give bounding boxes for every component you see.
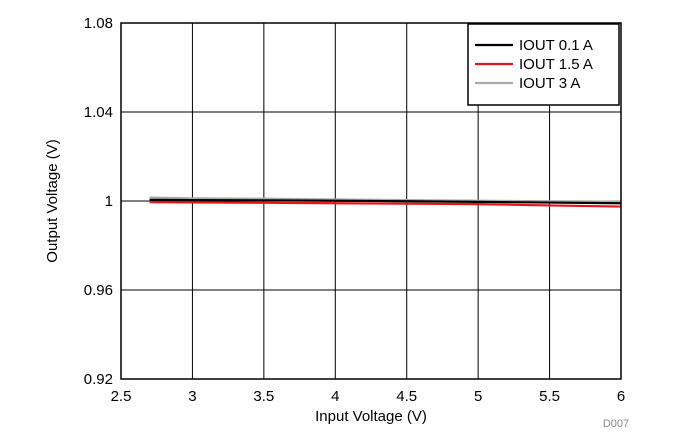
legend-label-0: IOUT 0.1 A xyxy=(519,37,593,54)
y-axis-title: Output Voltage (V) xyxy=(44,139,61,262)
x-tick-label: 5 xyxy=(474,388,482,405)
series-line-2 xyxy=(149,196,622,203)
x-tick-label: 4.5 xyxy=(396,388,417,405)
legend: IOUT 0.1 A IOUT 1.5 A IOUT 3 A xyxy=(467,23,620,106)
series-line-1 xyxy=(149,201,622,208)
legend-box xyxy=(467,23,620,106)
legend-label-2: IOUT 3 A xyxy=(519,75,580,92)
y-tick-label: 1.08 xyxy=(84,15,113,32)
y-tick-label: 0.96 xyxy=(84,282,113,299)
series-line-0 xyxy=(149,198,622,205)
x-tick-label: 2.5 xyxy=(111,388,132,405)
footer-code: D007 xyxy=(603,418,629,430)
y-tick-label: 1 xyxy=(105,193,113,210)
x-tick-label: 5.5 xyxy=(539,388,560,405)
y-tick-label: 1.04 xyxy=(84,104,113,121)
y-tick-label: 0.92 xyxy=(84,371,113,388)
legend-label-1: IOUT 1.5 A xyxy=(519,56,593,73)
x-axis-title: Input Voltage (V) xyxy=(315,408,427,425)
series-group xyxy=(149,196,622,208)
plot-frame xyxy=(120,22,622,380)
x-tick-label: 6 xyxy=(617,388,625,405)
tick-group: 2.5 3 3.5 4 4.5 5 5.5 6 0.92 0.96 1 1.04 1.08 xyxy=(84,15,625,405)
x-tick-label: 3 xyxy=(188,388,196,405)
x-tick-label: 4 xyxy=(331,388,339,405)
x-tick-label: 3.5 xyxy=(253,388,274,405)
